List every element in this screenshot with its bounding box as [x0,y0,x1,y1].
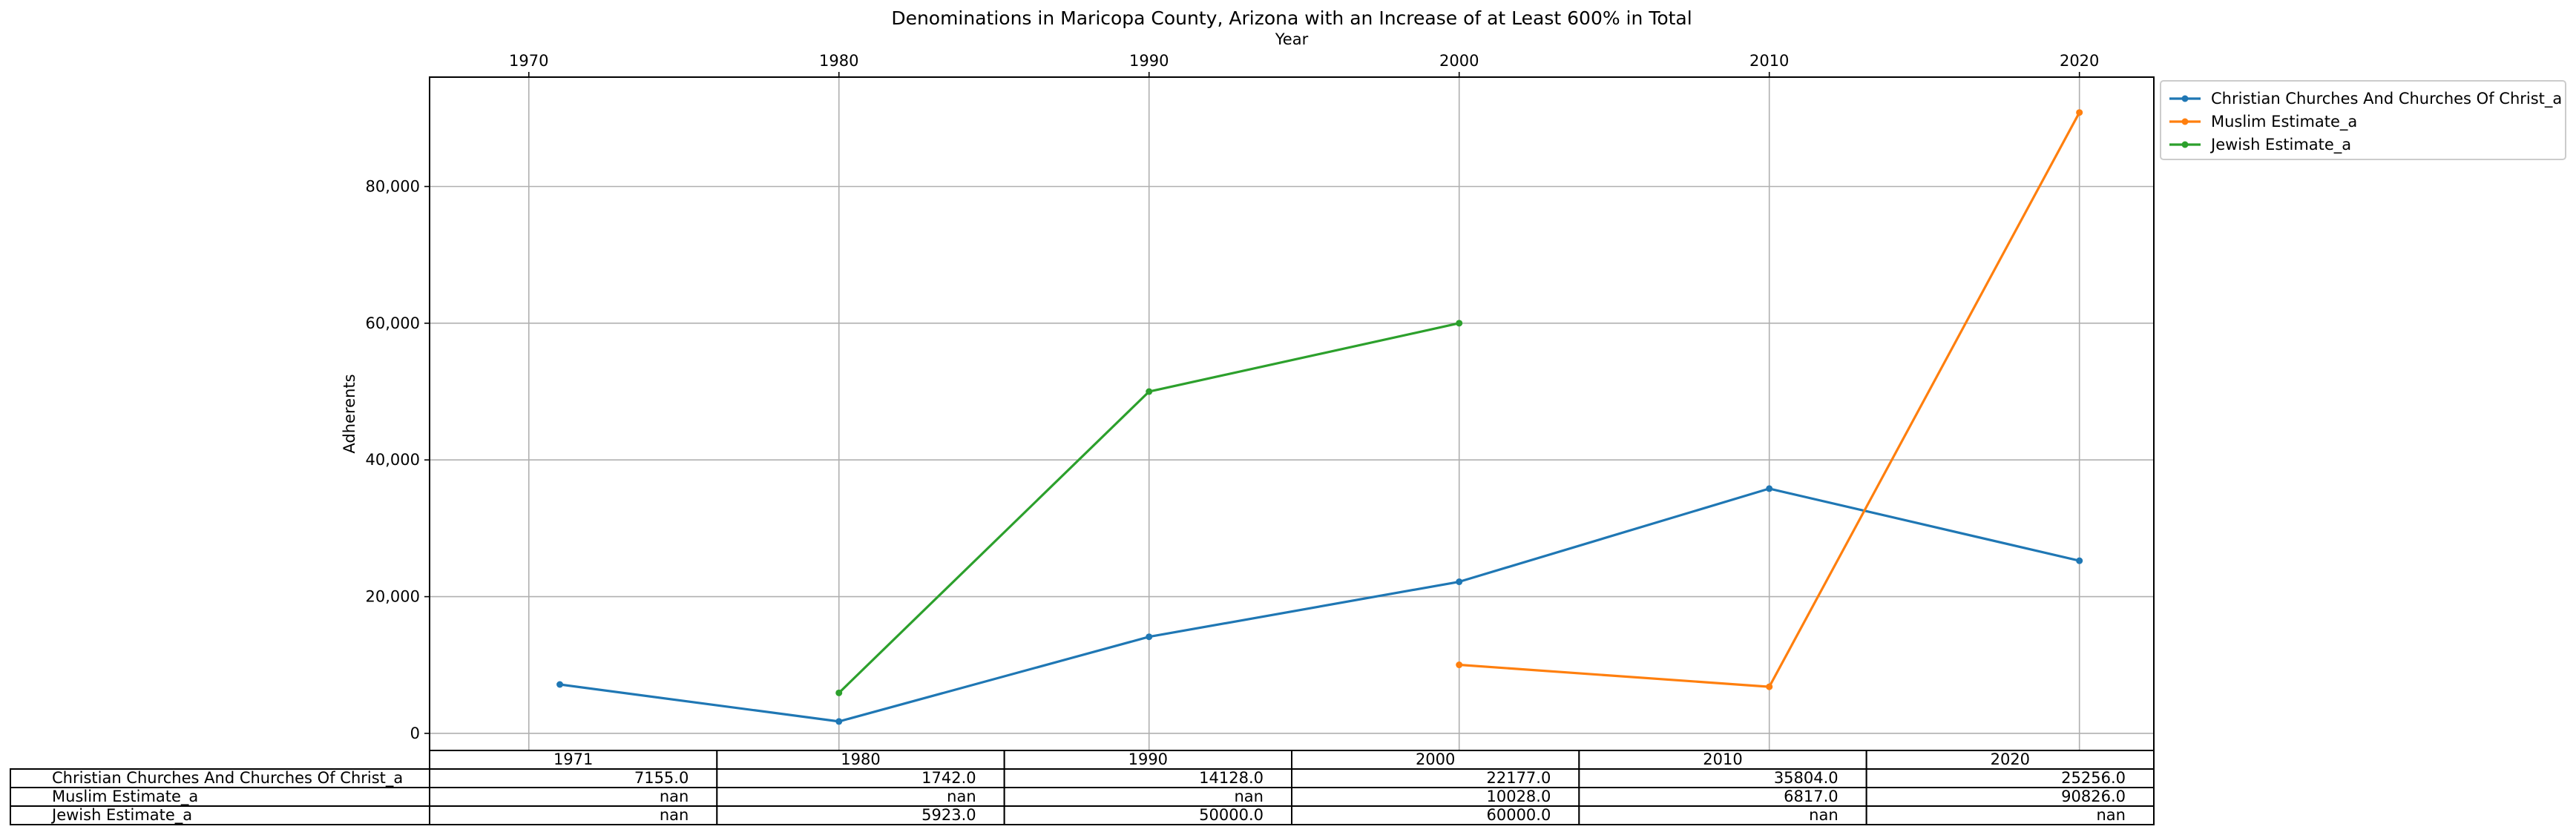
x-axis-label: Year [1275,30,1309,48]
x-tick-label: 2000 [1439,52,1479,70]
table-cell [1291,787,1580,807]
table-cell-value: nan [947,788,976,805]
data-point [1146,388,1153,395]
y-tick-label: 20,000 [366,588,420,606]
table-header-cell [1865,750,2155,770]
table-col-label: 2020 [1991,750,2030,768]
table-cell-value: 14128.0 [1199,769,1264,787]
grid-layer [430,77,2154,750]
table-cell-value: nan [2097,806,2126,824]
table-row-label-cell [10,805,430,825]
table-cell-value: 5923.0 [921,806,976,824]
table-cell-value: 22177.0 [1486,769,1551,787]
table-cell-value: 35804.0 [1774,769,1839,787]
data-point [1456,661,1463,669]
x-tick-label: 2020 [2060,52,2099,70]
table-cell-value: 50000.0 [1199,806,1264,824]
data-point [2076,557,2083,564]
table-cell-value: 6817.0 [1784,788,1838,805]
y-tick-label: 40,000 [366,451,420,469]
chart-title: Denominations in Maricopa County, Arizon… [891,7,1692,29]
table-row-label: Jewish Estimate_a [50,806,192,825]
table-cell-value: 7155.0 [634,769,689,787]
x-tick-label: 1990 [1129,52,1169,70]
x-tick-label: 1980 [819,52,858,70]
table-row-label: Muslim Estimate_a [52,788,198,806]
table-cell-value: nan [1809,806,1839,824]
series-line [559,487,2080,723]
table-cell [716,787,1005,807]
table-cell [429,805,718,825]
table-cell-value: nan [660,788,689,805]
plot-frame [429,76,2155,751]
table-cell-value: 90826.0 [2061,788,2126,805]
table-cell-value: 1742.0 [921,769,976,787]
legend-box [2160,80,2566,160]
table-col-label: 1980 [841,750,880,768]
tick-layer: 1970 1980 1990 2000 2010 2020 0 20,000 40,000 60,… [366,52,2100,742]
data-point [1766,683,1773,690]
table-cell [1578,768,1867,788]
y-axis-label: Adherents [341,374,358,453]
data-point [2076,109,2083,116]
legend-marker [2181,95,2189,102]
data-point [1766,485,1773,492]
data-point [556,681,564,688]
table-cell [1865,805,2155,825]
y-tick-label: 60,000 [366,314,420,332]
x-tick-label: 1970 [509,52,548,70]
legend-marker [2181,141,2189,148]
data-point [835,718,843,725]
series-layer [556,109,2083,725]
table-cell-value: nan [1235,788,1264,805]
data-point [1456,320,1463,327]
data-point [1146,633,1153,641]
legend-marker [2181,118,2189,125]
table-cell-value: 10028.0 [1486,788,1551,805]
table-header-cell [1578,750,1867,770]
table-header-cell [1291,750,1580,770]
table-cell [1865,768,2155,788]
table-col-label: 2000 [1416,750,1455,768]
table-cell-value: nan [660,806,689,824]
x-tick-label: 2010 [1749,52,1789,70]
table-cell [716,805,1005,825]
table-cell-value: 25256.0 [2061,769,2126,787]
legend-label: Jewish Estimate_a [2209,136,2351,154]
table-cell [1865,787,2155,807]
data-point [835,689,843,696]
table-row-label: Christian Churches And Churches Of Chris… [52,769,403,788]
table-col-label: 2010 [1703,750,1742,768]
legend: Christian Churches And Churches Of Chris… [2160,80,2566,160]
table-cell [1003,805,1292,825]
legend-label: Muslim Estimate_a [2211,113,2357,131]
y-tick-label: 0 [410,725,420,742]
table-col-label: 1971 [553,750,593,768]
data-point [1456,578,1463,586]
table-col-label: 1990 [1128,750,1168,768]
table-cell-value: 60000.0 [1486,806,1551,824]
data-table: 1971 1980 1990 2000 2010 2020 Christian Church… [10,750,2155,825]
y-tick-label: 80,000 [366,177,420,195]
legend-label: Christian Churches And Churches Of Chris… [2211,90,2562,108]
